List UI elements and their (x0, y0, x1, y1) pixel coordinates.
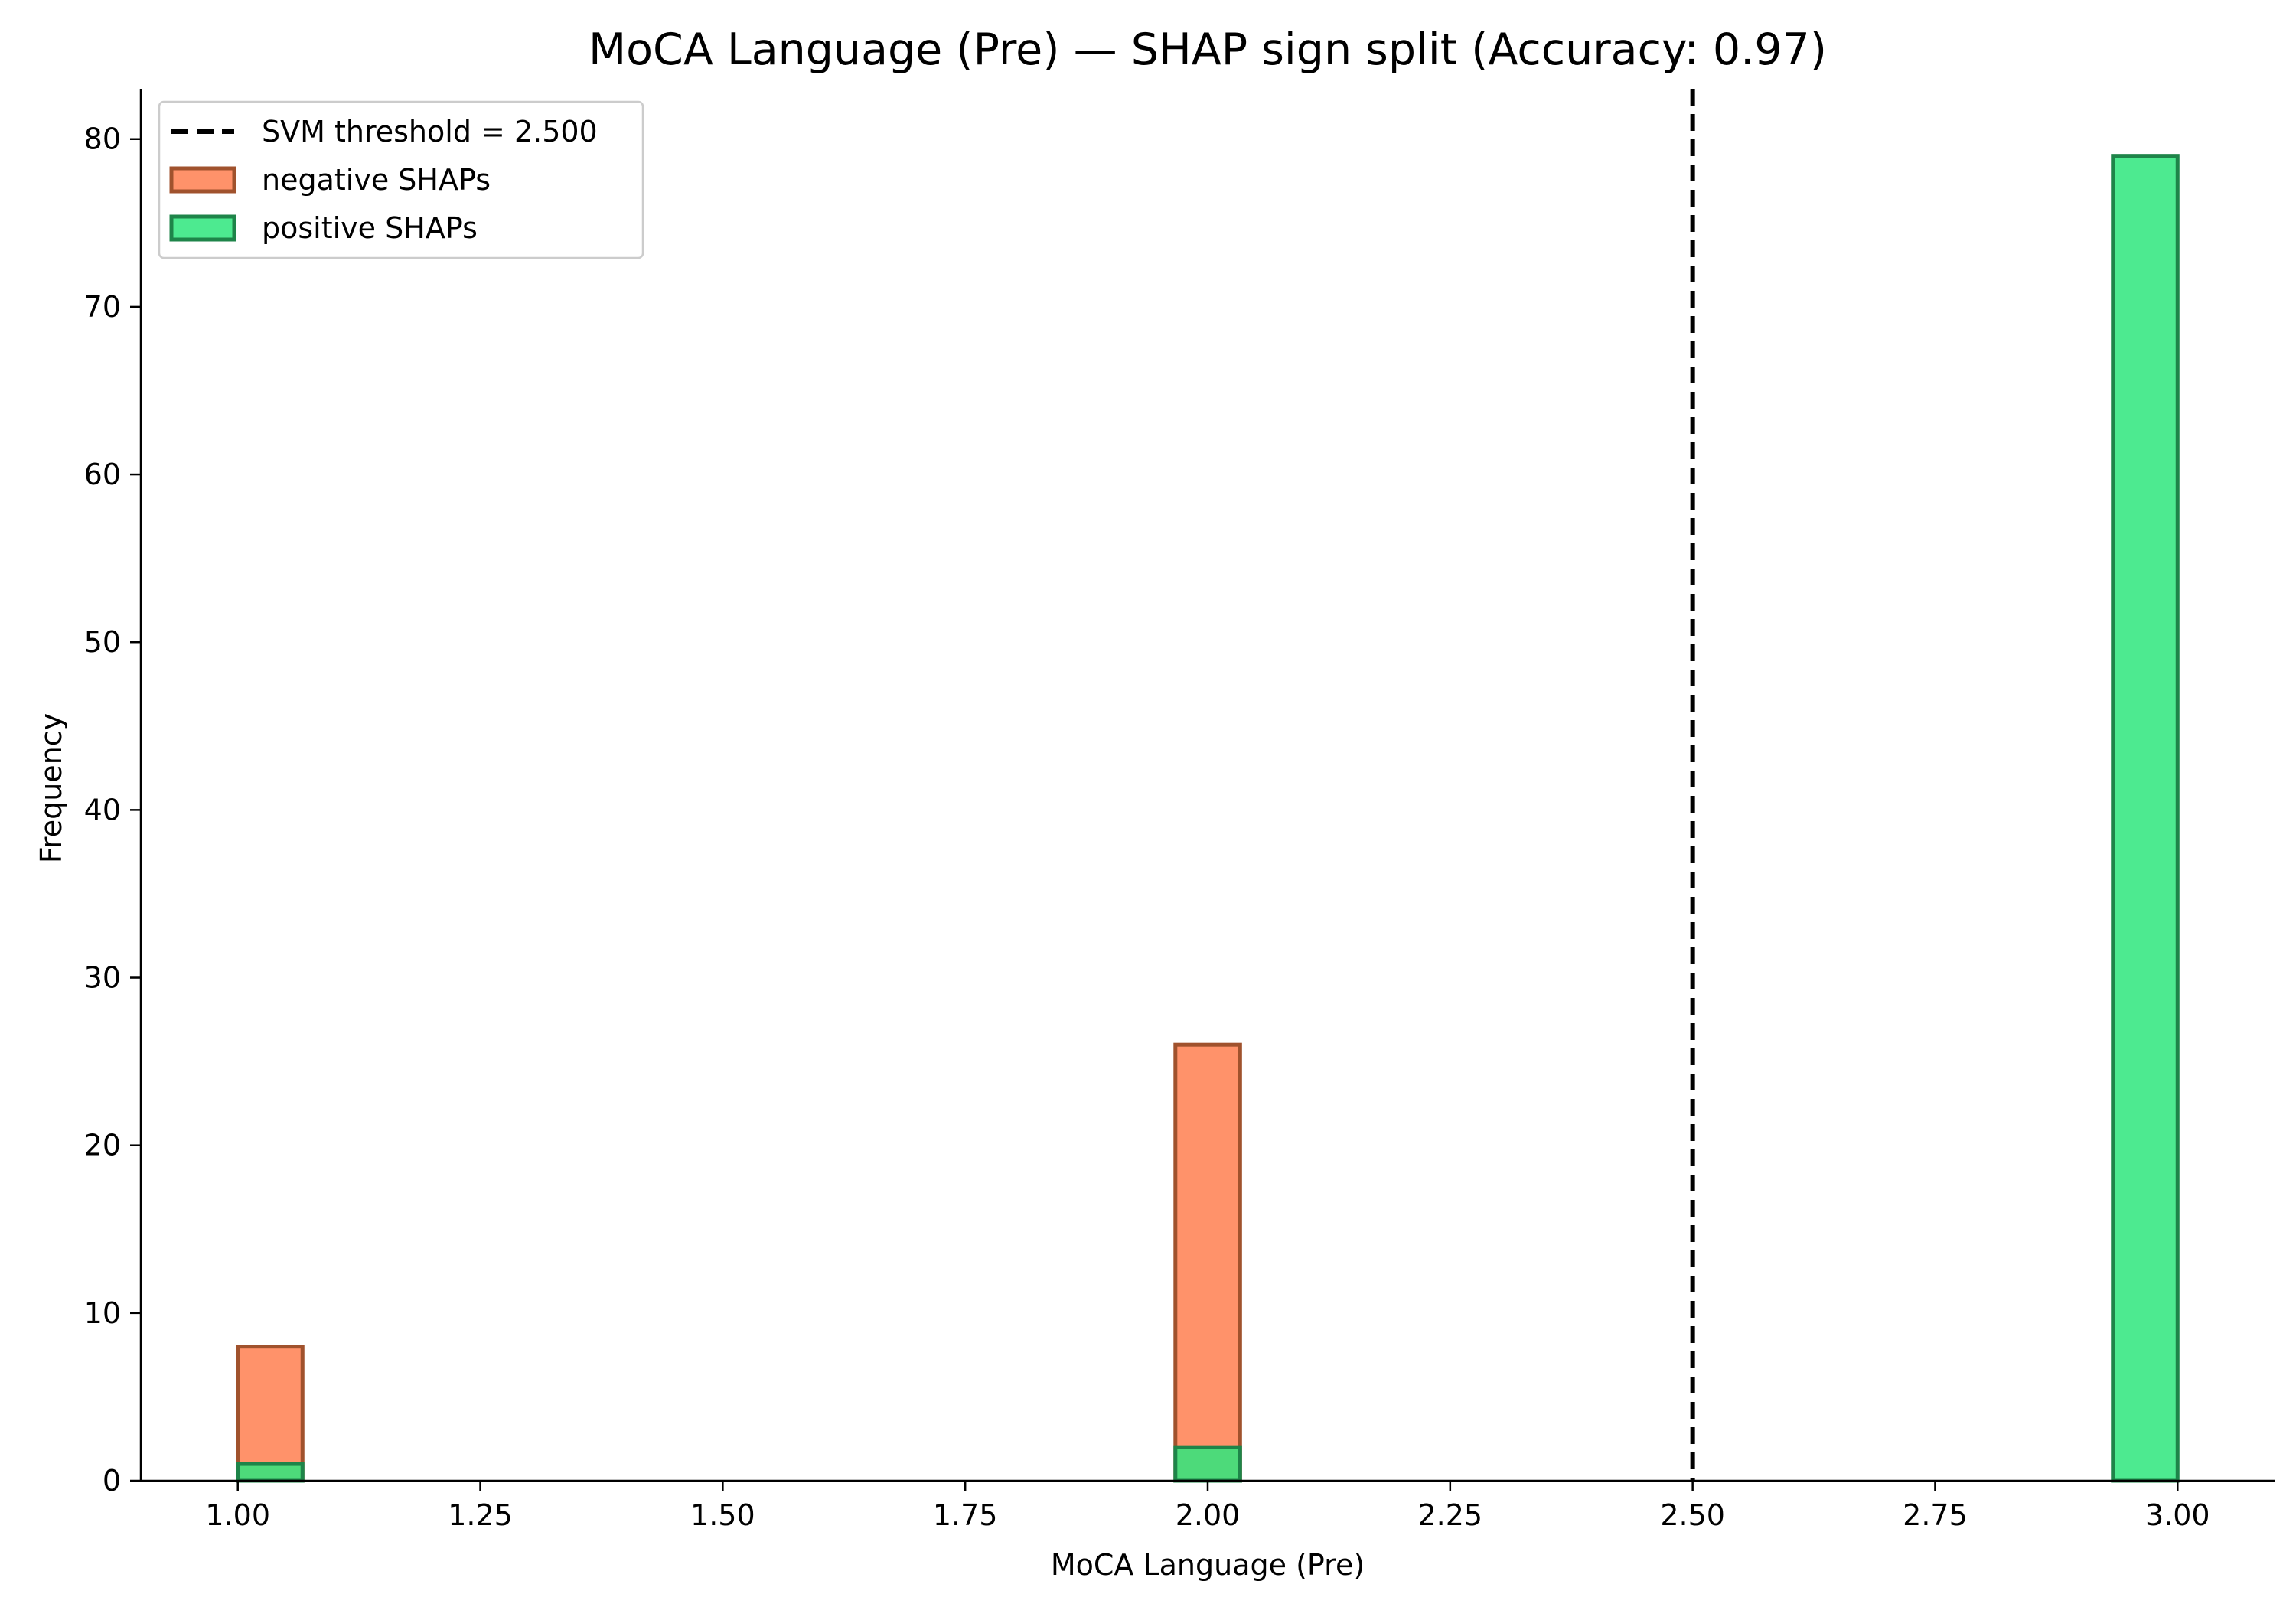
y-tick-label: 30 (84, 961, 121, 995)
axes: 1.00 1.25 1.50 1.75 2.00 2.25 2.50 2.75 3.00 0 10 2… (84, 89, 2275, 1532)
bar-positive-2 (2111, 154, 2180, 1483)
y-axis-label: Frequency (34, 713, 68, 863)
y-tick-label: 80 (84, 122, 121, 156)
legend-label-negative: negative SHAPs (262, 163, 491, 197)
x-tick-label: 2.75 (1903, 1498, 1968, 1532)
x-tick-label: 1.00 (205, 1498, 270, 1532)
bar-negative-1 (1173, 1042, 1242, 1483)
y-tick-label: 60 (84, 458, 121, 491)
legend: SVM threshold = 2.500 negative SHAPs posit… (158, 100, 644, 259)
x-axis-label: MoCA Language (Pre) (1051, 1548, 1365, 1582)
bar-negative-0 (236, 1345, 305, 1483)
legend-swatch-negative (169, 166, 236, 194)
legend-label-positive: positive SHAPs (262, 211, 478, 245)
bar-positive-1 (1173, 1445, 1242, 1483)
x-tick-label: 2.00 (1176, 1498, 1241, 1532)
x-tick-label: 3.00 (2145, 1498, 2210, 1532)
legend-box (158, 100, 644, 259)
plot-area (236, 89, 2180, 1483)
chart-title: MoCA Language (Pre) — SHAP sign split (A… (589, 24, 1827, 75)
x-tick-label: 2.50 (1660, 1498, 1725, 1532)
y-tick-label: 20 (84, 1129, 121, 1162)
bar-positive-0 (236, 1462, 305, 1483)
legend-swatch-positive (169, 214, 236, 242)
x-tick-label: 1.25 (448, 1498, 513, 1532)
y-tick-label: 50 (84, 625, 121, 659)
y-tick-label: 40 (84, 793, 121, 826)
x-tick-label: 1.75 (933, 1498, 998, 1532)
legend-threshold-label: SVM threshold = 2.500 (262, 115, 598, 148)
y-tick-label: 0 (103, 1464, 121, 1498)
y-tick-label: 10 (84, 1296, 121, 1330)
x-tick-label: 2.25 (1418, 1498, 1483, 1532)
y-tick-label: 70 (84, 290, 121, 324)
x-tick-label: 1.50 (690, 1498, 755, 1532)
